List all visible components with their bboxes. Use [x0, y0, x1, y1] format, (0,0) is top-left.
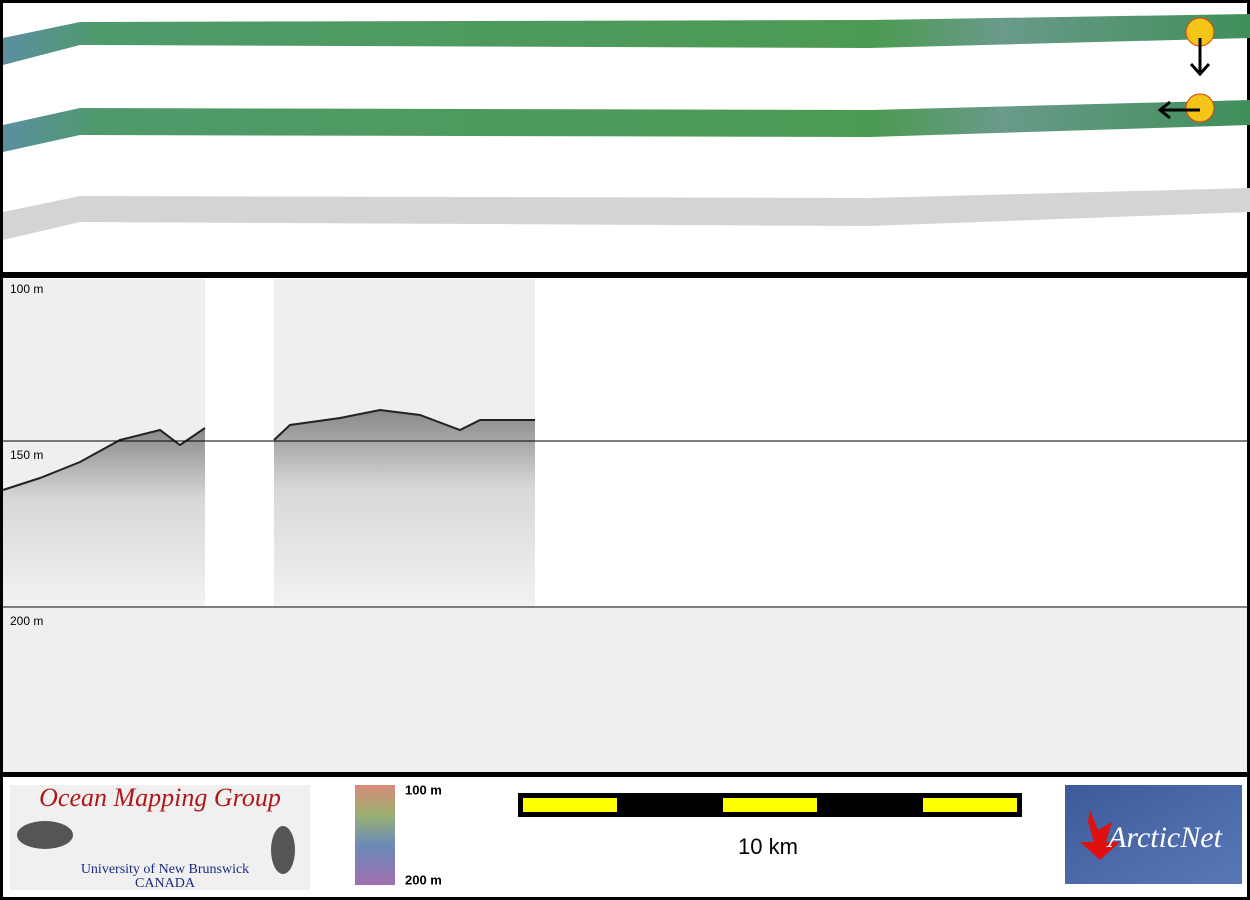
- colorbar: [355, 785, 395, 885]
- depth-label: 100 m: [10, 282, 43, 296]
- scale-label: 10 km: [738, 834, 798, 859]
- depth-label: 150 m: [10, 448, 43, 462]
- scale-segment: [723, 798, 817, 812]
- direction-arrow: [1157, 100, 1200, 120]
- seafloor-line: [273, 408, 535, 441]
- depth-label: 200 m: [10, 614, 43, 628]
- direction-arrow: [1189, 38, 1211, 77]
- scale-segment: [923, 798, 1017, 812]
- colorbar-label: 200 m: [405, 872, 442, 887]
- bathymetry-swath: [3, 100, 1250, 152]
- logo-image: [17, 821, 73, 849]
- seafloor-echo: [274, 410, 535, 607]
- swath-panel: [3, 3, 1247, 272]
- logo-title: Ocean Mapping Group: [39, 783, 281, 812]
- colorbar-label: 100 m: [405, 782, 442, 797]
- position-marker: [1185, 93, 1215, 123]
- scale-segment: [523, 798, 617, 812]
- sidescan-swath: [3, 188, 1250, 240]
- backscatter-swath: [3, 14, 1250, 65]
- logo-text: CANADA: [135, 876, 196, 891]
- logo-title: ArcticNet: [1106, 821, 1223, 854]
- maple-leaf: [1080, 810, 1120, 860]
- logo-text: University of New Brunswick: [81, 862, 249, 877]
- echogram: [3, 608, 1247, 772]
- seafloor-line: [2, 427, 206, 491]
- logo-image: [271, 826, 295, 874]
